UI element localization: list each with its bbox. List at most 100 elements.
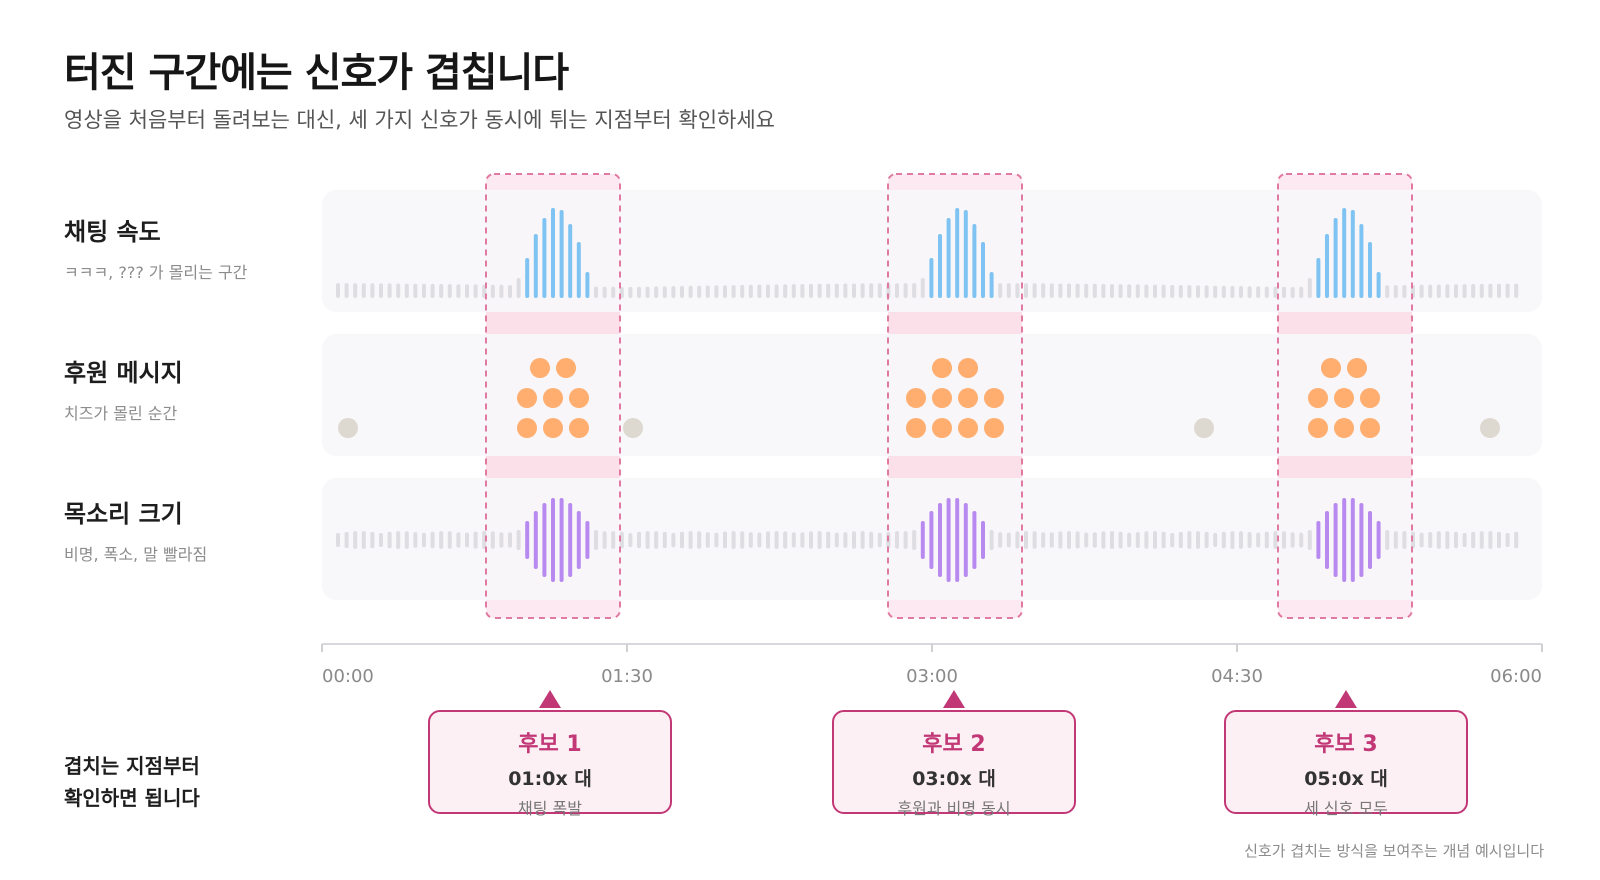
chat-bar xyxy=(379,283,383,298)
chat-bar xyxy=(826,283,831,298)
voice-bar xyxy=(869,531,874,549)
chat-bar-active xyxy=(938,234,942,298)
track-background xyxy=(322,190,1542,312)
chat-bar xyxy=(1144,284,1149,298)
voice-bar xyxy=(834,532,839,548)
voice-bar xyxy=(353,531,358,549)
chat-bar xyxy=(843,283,848,298)
voice-bar xyxy=(998,532,1003,548)
chat-bar xyxy=(895,283,899,298)
donation-dot-active xyxy=(1334,418,1354,438)
signal-marks xyxy=(336,173,1519,619)
voice-bar xyxy=(1170,532,1175,548)
voice-bar xyxy=(1239,531,1243,549)
chat-bar-active xyxy=(568,224,573,298)
chat-bar xyxy=(473,284,478,298)
axis-tick-label: 06:00 xyxy=(1490,666,1542,687)
voice-bar xyxy=(1514,531,1519,549)
voice-bar xyxy=(654,531,659,549)
voice-bar xyxy=(1084,532,1089,548)
chat-bar-active xyxy=(559,210,564,298)
donation-dot-active xyxy=(984,388,1004,408)
pointer-arrow-icon xyxy=(539,690,561,708)
voice-bar xyxy=(645,531,650,549)
voice-bar-active xyxy=(981,521,985,559)
voice-bar xyxy=(1497,531,1501,549)
voice-bar xyxy=(473,531,478,549)
chat-bar xyxy=(1239,286,1243,298)
chat-bar-active xyxy=(981,242,985,298)
voice-bar xyxy=(413,532,418,548)
highlight-gap xyxy=(486,456,620,478)
chat-bar xyxy=(1067,283,1071,298)
chat-bar xyxy=(1170,284,1175,298)
donation-dot-active xyxy=(906,388,926,408)
chat-bar xyxy=(1187,285,1192,298)
voice-bar xyxy=(637,531,641,549)
chat-bar xyxy=(645,286,650,298)
voice-bar xyxy=(723,531,727,549)
voice-bar xyxy=(748,532,753,548)
chat-bar-active xyxy=(1325,234,1329,298)
donation-dot-active xyxy=(932,358,952,378)
chat-bar xyxy=(1092,283,1097,298)
voice-bar xyxy=(671,532,676,548)
voice-bar xyxy=(1075,531,1080,549)
chat-bar-active xyxy=(1359,224,1364,298)
chat-bar-active xyxy=(1316,258,1321,298)
donation-dot xyxy=(1194,418,1214,438)
voice-bar xyxy=(697,531,702,549)
axis-tick-label: 03:00 xyxy=(906,666,958,687)
voice-bar xyxy=(1196,531,1200,549)
row-label-chat: 채팅 속도 ㅋㅋㅋ, ??? 가 몰리는 구간 xyxy=(64,212,247,283)
highlight-gap xyxy=(1278,456,1412,478)
donation-dot-active xyxy=(958,358,978,378)
chat-bar xyxy=(1058,283,1063,298)
candidate-callout-2: 후보 2 03:0x 대 후원과 비명 동시 xyxy=(832,690,1076,818)
voice-bar xyxy=(817,531,822,549)
chat-bar xyxy=(757,284,762,298)
chat-bar xyxy=(465,284,469,298)
chat-bar xyxy=(1196,285,1200,298)
chat-bar-active xyxy=(963,210,968,298)
chat-bar xyxy=(1153,284,1157,298)
chat-bar xyxy=(1118,284,1123,298)
chat-bar xyxy=(1428,284,1433,298)
chat-bar xyxy=(723,285,727,298)
voice-bar-active xyxy=(1350,498,1355,582)
voice-bar xyxy=(387,531,392,549)
voice-bar xyxy=(766,531,770,549)
axis-tick-label: 04:30 xyxy=(1211,666,1263,687)
donation-dot-active xyxy=(556,358,576,378)
voice-bar-active xyxy=(1359,503,1364,577)
chat-bar xyxy=(1290,287,1295,298)
voice-bar-active xyxy=(1342,498,1347,582)
row-name: 목소리 크기 xyxy=(64,500,183,528)
chat-bar xyxy=(1041,283,1046,298)
voice-bar xyxy=(1032,531,1037,549)
voice-bar xyxy=(439,531,444,549)
chat-bar xyxy=(1385,285,1390,298)
chat-bar xyxy=(809,283,813,298)
voice-bar xyxy=(1221,531,1226,549)
voice-bar xyxy=(731,531,736,549)
chat-bar xyxy=(1514,283,1519,298)
voice-bar xyxy=(800,532,805,548)
voice-bar xyxy=(1299,532,1304,548)
chat-bar xyxy=(731,285,736,298)
chat-bar xyxy=(499,284,504,298)
voice-bar xyxy=(1187,531,1192,549)
chat-bar xyxy=(852,283,856,298)
donation-dot-active xyxy=(517,388,537,408)
voice-bar xyxy=(714,532,719,548)
voice-bar xyxy=(1273,531,1278,549)
voice-bar xyxy=(1454,531,1458,549)
chat-bar xyxy=(1075,283,1080,298)
donation-dot-active xyxy=(1347,358,1367,378)
chat-bar-active xyxy=(946,218,951,298)
candidate-note: 후원과 비명 동시 xyxy=(897,799,1011,818)
voice-bar-active xyxy=(938,503,942,577)
chat-bar xyxy=(766,284,770,298)
chat-bar xyxy=(1032,283,1037,298)
